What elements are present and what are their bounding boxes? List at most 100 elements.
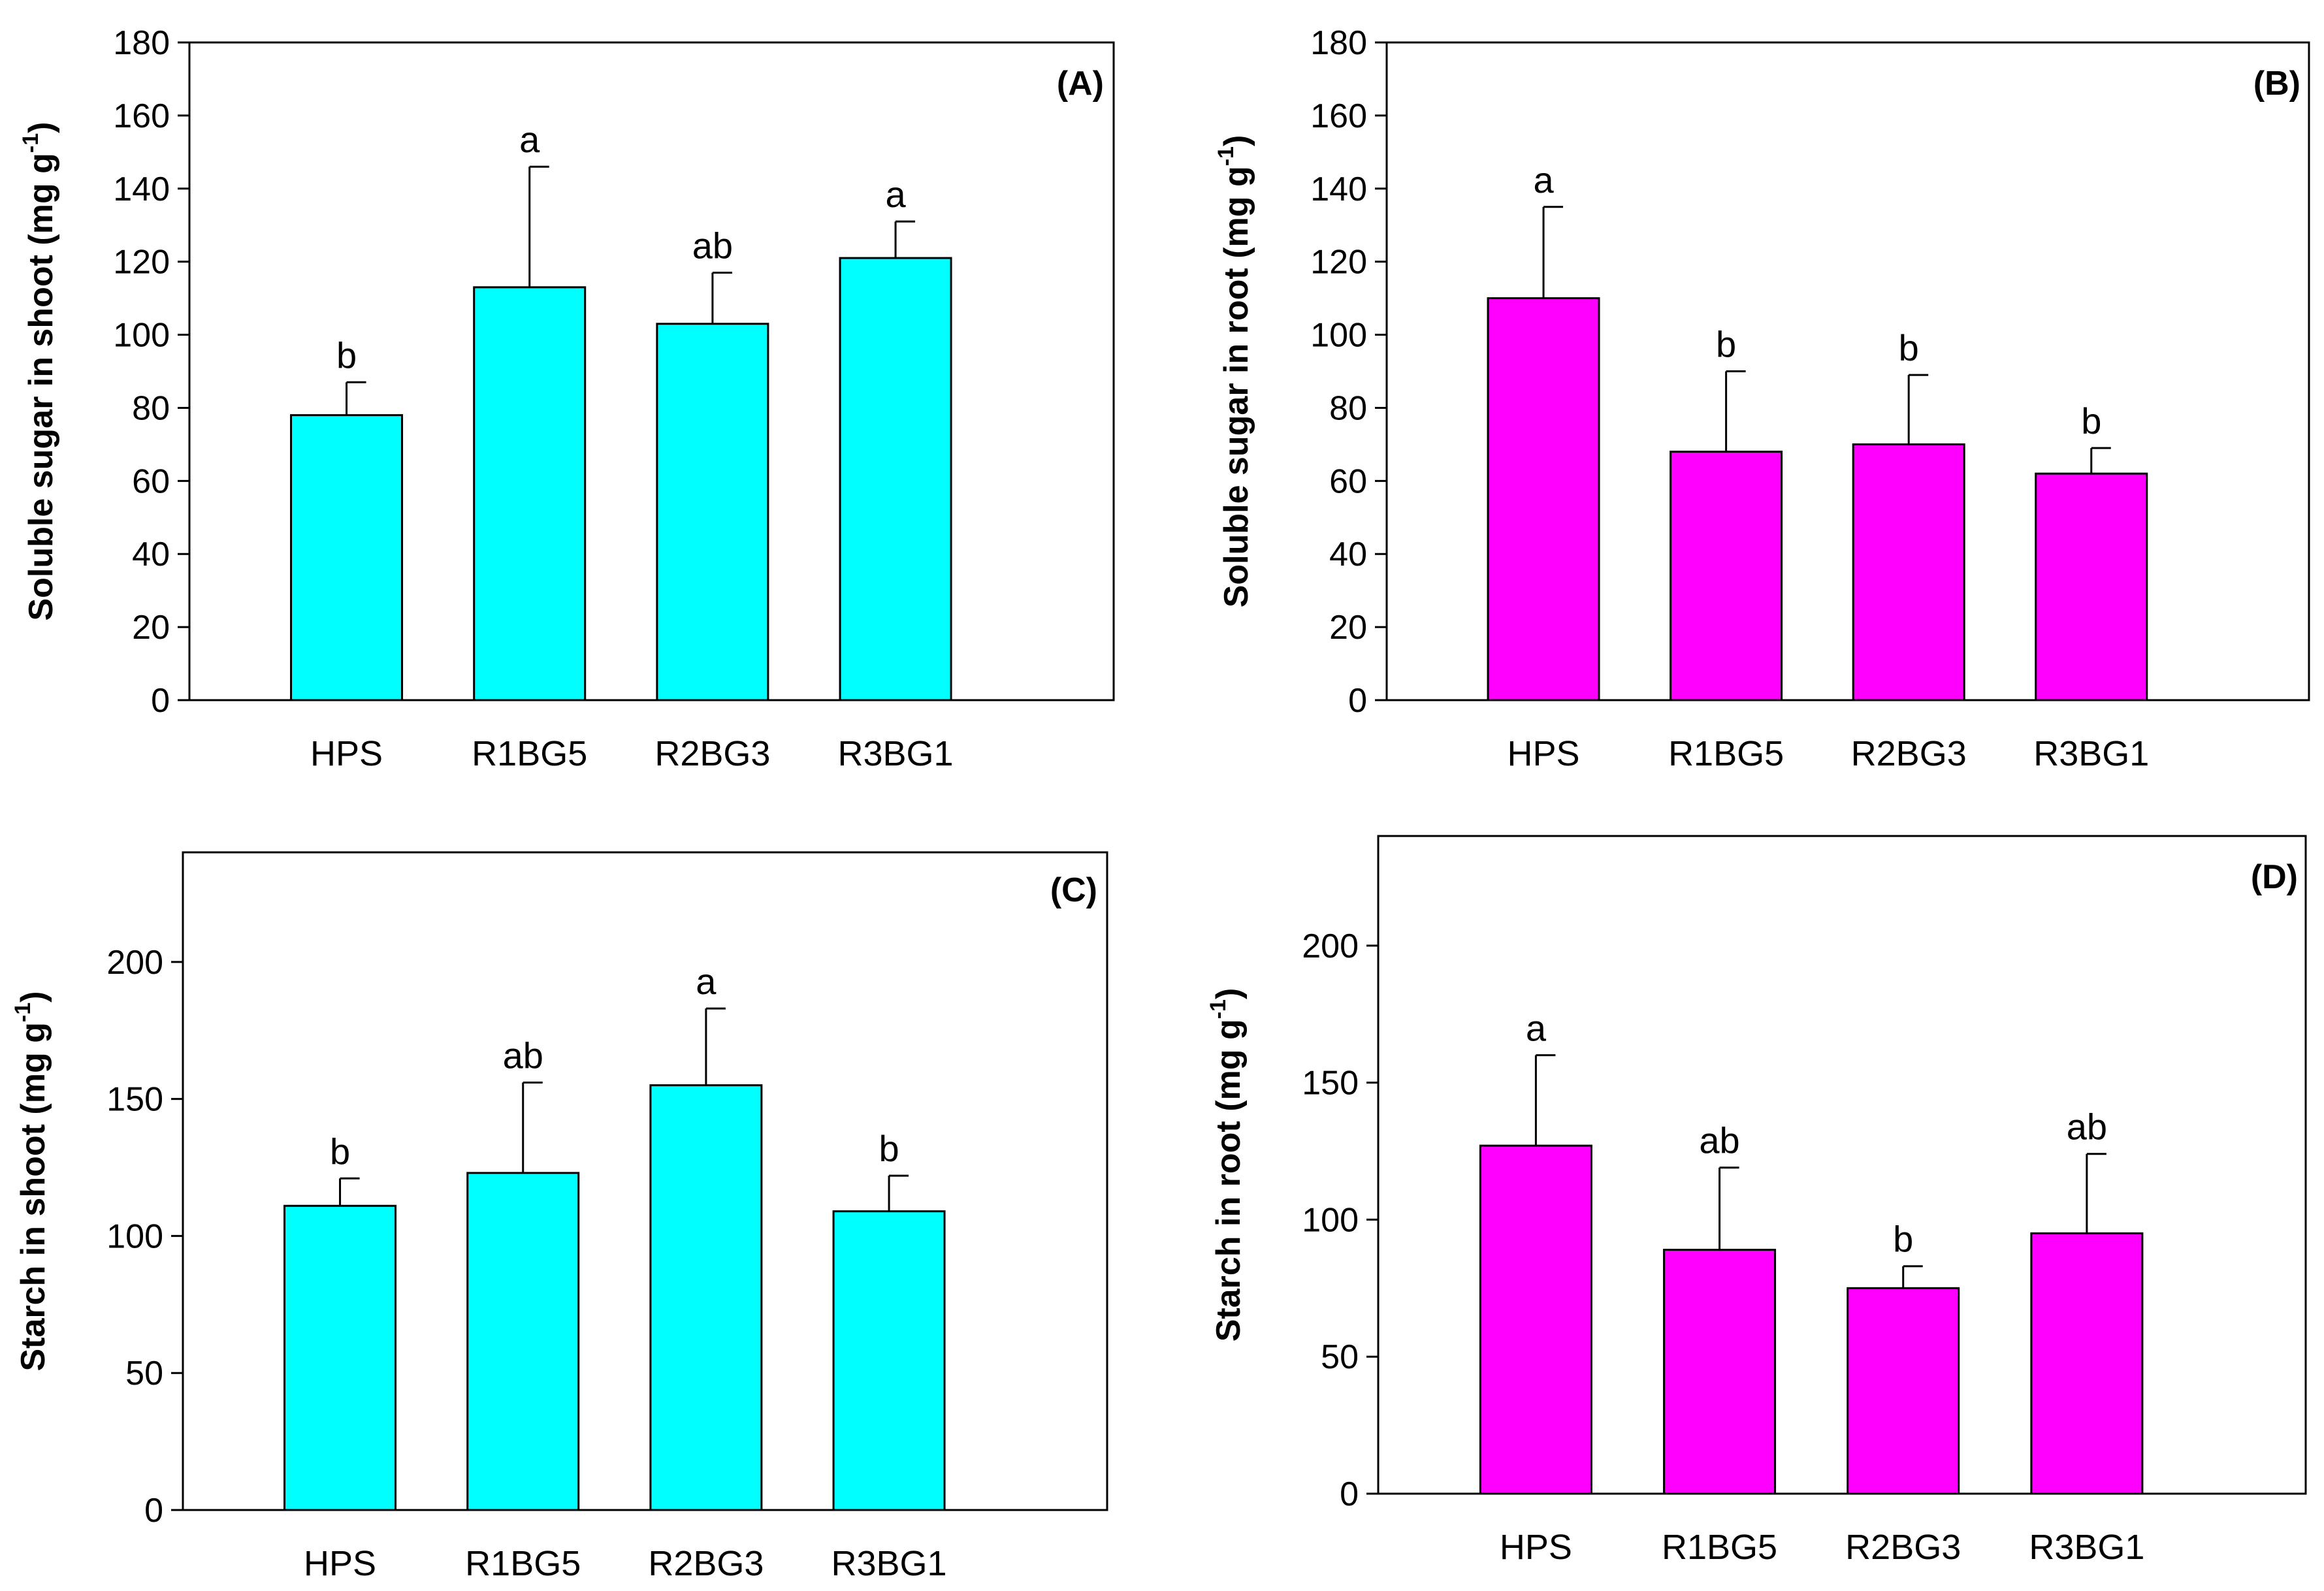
bar-hps (1479, 1144, 1592, 1495)
y-tick-label: 100 (1310, 317, 1367, 355)
x-category-label: R1BG5 (1662, 1528, 1777, 1567)
significance-label: a (696, 961, 717, 1002)
bar-r2bg3 (656, 323, 769, 701)
plot-frame (1377, 835, 2307, 1495)
y-tick-label: 40 (132, 536, 170, 573)
y-tick-label: 150 (106, 1081, 163, 1119)
y-tick-label: 100 (1302, 1201, 1359, 1239)
y-axis-label: Starch in shoot (mg g-1) (10, 991, 52, 1371)
bar-r1bg5 (1663, 1249, 1777, 1495)
y-tick-label: 140 (1310, 170, 1367, 208)
y-tick-label: 60 (1329, 462, 1367, 500)
bar-r3bg1 (832, 1210, 946, 1511)
bar-r3bg1 (2030, 1232, 2144, 1495)
significance-label: b (330, 1131, 350, 1172)
y-tick-label: 160 (1310, 97, 1367, 135)
y-tick-label: 0 (151, 682, 170, 720)
significance-label: ab (503, 1035, 543, 1076)
bar-r2bg3 (649, 1084, 763, 1511)
x-category-label: R2BG3 (648, 1544, 764, 1583)
panel-tag: (D) (2251, 858, 2298, 896)
bar-r3bg1 (2035, 472, 2148, 701)
y-tick-label: 0 (1348, 682, 1367, 720)
y-tick-label: 40 (1329, 536, 1367, 573)
x-category-label: R3BG1 (838, 734, 954, 773)
significance-label: b (879, 1128, 899, 1169)
y-axis-label: Starch in root (mg g-1) (1206, 988, 1248, 1342)
y-tick-label: 180 (113, 24, 170, 62)
x-category-label: R1BG5 (465, 1544, 581, 1583)
y-axis-label-close: ) (1218, 135, 1255, 146)
plot-frame (182, 851, 1108, 1511)
y-axis-label-superscript: -1 (10, 1003, 35, 1022)
y-axis-label: Soluble sugar in root (mg g-1) (1214, 135, 1255, 608)
y-axis-label-superscript: -1 (1214, 146, 1238, 166)
bar-r2bg3 (1847, 1287, 1960, 1495)
x-category-label: R2BG3 (1851, 734, 1967, 773)
significance-label: a (1526, 1008, 1547, 1049)
significance-label: ab (692, 225, 733, 266)
bar-hps (283, 1204, 397, 1511)
y-tick-label: 60 (132, 462, 170, 500)
y-axis-label-close: ) (1210, 988, 1248, 999)
bar-r1bg5 (473, 286, 587, 701)
y-tick-label: 140 (113, 170, 170, 208)
x-category-label: R3BG1 (2033, 734, 2149, 773)
bar-r1bg5 (466, 1172, 580, 1511)
bar-hps (1487, 297, 1600, 701)
plot-frame (1385, 41, 2310, 701)
panel-tag: (A) (1057, 65, 1104, 103)
significance-label: ab (1699, 1120, 1739, 1161)
y-tick-label: 80 (132, 389, 170, 427)
y-tick-label: 180 (1310, 24, 1367, 62)
y-tick-label: 0 (1340, 1475, 1359, 1513)
y-axis-label-text: Soluble sugar in shoot (mg g (22, 153, 60, 620)
x-category-label: R3BG1 (2029, 1528, 2144, 1567)
x-category-label: R2BG3 (654, 734, 770, 773)
significance-label: b (336, 334, 357, 376)
panel-tag: (C) (1050, 871, 1097, 909)
x-category-label: R1BG5 (472, 734, 587, 773)
y-tick-label: 0 (144, 1492, 163, 1530)
bar-r2bg3 (1852, 443, 1965, 701)
y-tick-label: 20 (1329, 609, 1367, 647)
significance-label: a (519, 119, 540, 160)
bar-r1bg5 (1670, 451, 1783, 701)
y-tick-label: 160 (113, 97, 170, 135)
y-tick-label: 100 (106, 1217, 163, 1255)
x-category-label: HPS (310, 734, 383, 773)
y-axis-label-text: Starch in root (mg g (1210, 1019, 1248, 1342)
significance-label: b (1716, 324, 1736, 365)
significance-label: a (885, 174, 906, 215)
significance-label: ab (2067, 1106, 2107, 1148)
y-axis-label-text: Starch in shoot (mg g (14, 1022, 52, 1371)
plot-frame (188, 41, 1115, 701)
bar-hps (290, 414, 404, 701)
significance-label: b (2081, 400, 2101, 442)
x-category-label: HPS (304, 1544, 376, 1583)
significance-label: b (1899, 327, 1919, 368)
x-category-label: R1BG5 (1668, 734, 1784, 773)
y-tick-label: 120 (113, 244, 170, 281)
panel-tag: (B) (2253, 65, 2300, 103)
y-tick-label: 100 (113, 317, 170, 355)
y-tick-label: 20 (132, 609, 170, 647)
y-axis-label-superscript: -1 (1206, 999, 1231, 1019)
y-axis-label-close: ) (14, 991, 52, 1002)
y-axis-label-superscript: -1 (18, 133, 43, 153)
significance-label: a (1533, 159, 1554, 201)
y-tick-label: 150 (1302, 1065, 1359, 1102)
y-axis-label: Soluble sugar in shoot (mg g-1) (18, 121, 60, 620)
x-category-label: HPS (1508, 734, 1580, 773)
x-category-label: R3BG1 (831, 1544, 947, 1583)
x-category-label: R2BG3 (1845, 1528, 1961, 1567)
y-tick-label: 200 (106, 944, 163, 982)
y-axis-label-text: Soluble sugar in root (mg g (1218, 166, 1255, 607)
x-category-label: HPS (1500, 1528, 1572, 1567)
significance-label: b (1893, 1219, 1913, 1260)
